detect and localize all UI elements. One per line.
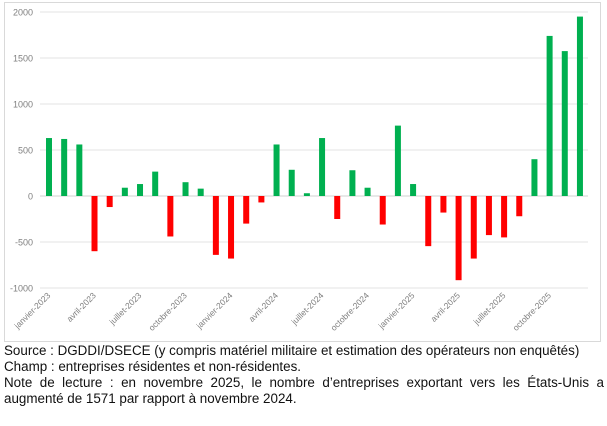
bar	[303, 193, 310, 196]
chart-frame	[4, 2, 601, 342]
bar	[319, 138, 326, 196]
bar	[440, 196, 447, 213]
bar	[91, 196, 98, 252]
bar	[152, 171, 159, 196]
bar	[485, 196, 492, 236]
x-tick-label: juillet-2023	[107, 290, 144, 327]
bar	[334, 196, 341, 219]
bar	[137, 184, 144, 196]
x-tick-label: janvier-2023	[12, 290, 53, 331]
bar	[364, 187, 371, 196]
x-tick-label: octobre-2024	[328, 290, 371, 333]
y-tick-label: -1000	[10, 284, 33, 294]
bar	[121, 187, 128, 196]
x-tick-label: octobre-2025	[511, 290, 554, 333]
bar	[531, 159, 538, 196]
bar	[576, 16, 583, 196]
bar	[561, 51, 568, 196]
bar	[546, 35, 553, 196]
bar	[470, 196, 477, 259]
bar	[425, 196, 432, 247]
bar	[273, 144, 280, 196]
bar	[243, 196, 250, 224]
x-tick-label: octobre-2023	[146, 290, 189, 333]
bar-chart: -1000 -500 0 500 1000 1500 2000 janvier-2023 avr…	[10, 8, 588, 333]
bar	[410, 184, 417, 196]
x-tick-label: janvier-2024	[194, 290, 235, 331]
bar	[167, 196, 174, 237]
y-tick-label: -500	[15, 238, 33, 248]
bar	[106, 196, 113, 208]
bar	[379, 196, 386, 225]
bar	[258, 196, 265, 203]
chart-notes: Source : DGDDI/DSECE (y compris matériel…	[4, 343, 604, 407]
y-tick-label: 1000	[13, 100, 33, 110]
x-tick-label: avril-2025	[429, 290, 463, 324]
bar	[76, 144, 83, 196]
y-tick-label: 500	[18, 146, 33, 156]
bar	[182, 182, 189, 196]
bar	[349, 170, 356, 196]
bar	[394, 125, 401, 196]
y-tick-label: 0	[28, 192, 33, 202]
x-tick-label: avril-2024	[246, 290, 280, 324]
bar	[288, 169, 295, 196]
y-tick-label: 2000	[13, 8, 33, 18]
bar	[516, 196, 523, 217]
bar	[212, 196, 219, 255]
bar	[228, 196, 235, 259]
bar	[61, 138, 68, 196]
champ-note: Champ : entreprises résidentes et non-ré…	[4, 359, 301, 374]
source-note: Source : DGDDI/DSECE (y compris matériel…	[4, 343, 580, 358]
x-tick-label: juillet-2025	[471, 290, 508, 327]
y-tick-label: 1500	[13, 54, 33, 64]
bar	[455, 196, 462, 281]
x-tick-label: juillet-2024	[289, 290, 326, 327]
bar	[46, 138, 52, 196]
bar	[197, 188, 204, 196]
x-tick-label: janvier-2025	[376, 290, 417, 331]
reading-note: Note de lecture : en novembre 2025, le n…	[4, 375, 604, 406]
bar	[501, 196, 508, 238]
x-tick-label: avril-2023	[64, 290, 98, 324]
